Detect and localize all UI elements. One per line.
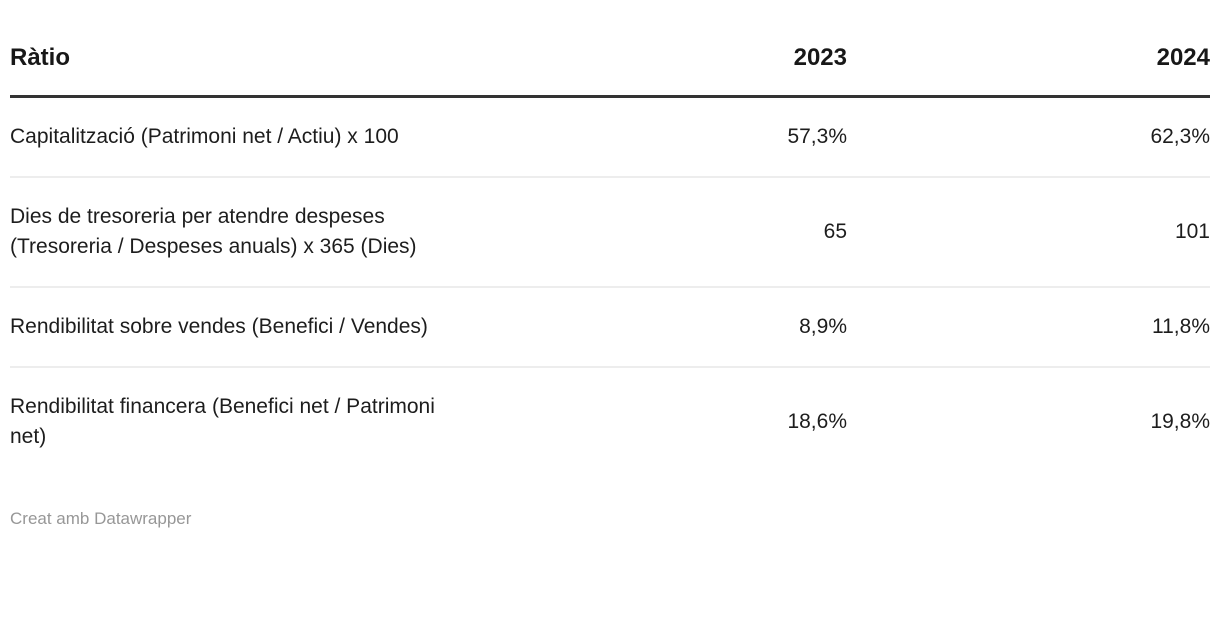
- ratio-label: Rendibilitat sobre vendes (Benefici / Ve…: [10, 314, 428, 338]
- ratio-label: Capitalització (Patrimoni net / Actiu) x…: [10, 124, 399, 148]
- attribution-text: Creat amb Datawrapper: [10, 508, 192, 528]
- header-row: Ràtio 2023 2024: [10, 44, 1210, 98]
- table-header: Ràtio 2023 2024: [10, 44, 1210, 98]
- column-header-2024: 2024: [847, 44, 1210, 98]
- table-row: Capitalització (Patrimoni net / Actiu) x…: [10, 96, 1210, 177]
- datawrapper-table-embed: Ràtio 2023 2024 Capitalització (Patrimon…: [10, 44, 1210, 528]
- value-cell-2024: 101: [847, 175, 1210, 287]
- ratio-label: Dies de tresoreria per atendre despeses …: [10, 204, 417, 258]
- value-cell-2023: 18,6%: [583, 365, 847, 476]
- value-cell-2023: 8,9%: [583, 285, 847, 367]
- table-row: Rendibilitat financera (Benefici net / P…: [10, 365, 1210, 476]
- value-cell-2023: 65: [583, 175, 847, 287]
- table-row: Rendibilitat sobre vendes (Benefici / Ve…: [10, 285, 1210, 367]
- ratios-table: Ràtio 2023 2024 Capitalització (Patrimon…: [10, 44, 1210, 476]
- value-cell-2024: 11,8%: [847, 285, 1210, 367]
- ratio-label: Rendibilitat financera (Benefici net / P…: [10, 394, 435, 448]
- ratio-label-cell: Rendibilitat sobre vendes (Benefici / Ve…: [10, 285, 583, 367]
- table-row: Dies de tresoreria per atendre despeses …: [10, 175, 1210, 287]
- value-cell-2023: 57,3%: [787, 124, 847, 148]
- ratio-label-cell: Rendibilitat financera (Benefici net / P…: [10, 365, 583, 476]
- column-header-ratio: Ràtio: [10, 44, 583, 98]
- table-body: Capitalització (Patrimoni net / Actiu) x…: [10, 96, 1210, 476]
- value-cell-2024: 62,3%: [1150, 124, 1210, 148]
- column-header-2023: 2023: [583, 44, 847, 98]
- value-cell-2024: 19,8%: [847, 365, 1210, 476]
- ratio-label-cell: Dies de tresoreria per atendre despeses …: [10, 175, 583, 287]
- ratio-label-cell: Capitalització (Patrimoni net / Actiu) x…: [10, 96, 583, 177]
